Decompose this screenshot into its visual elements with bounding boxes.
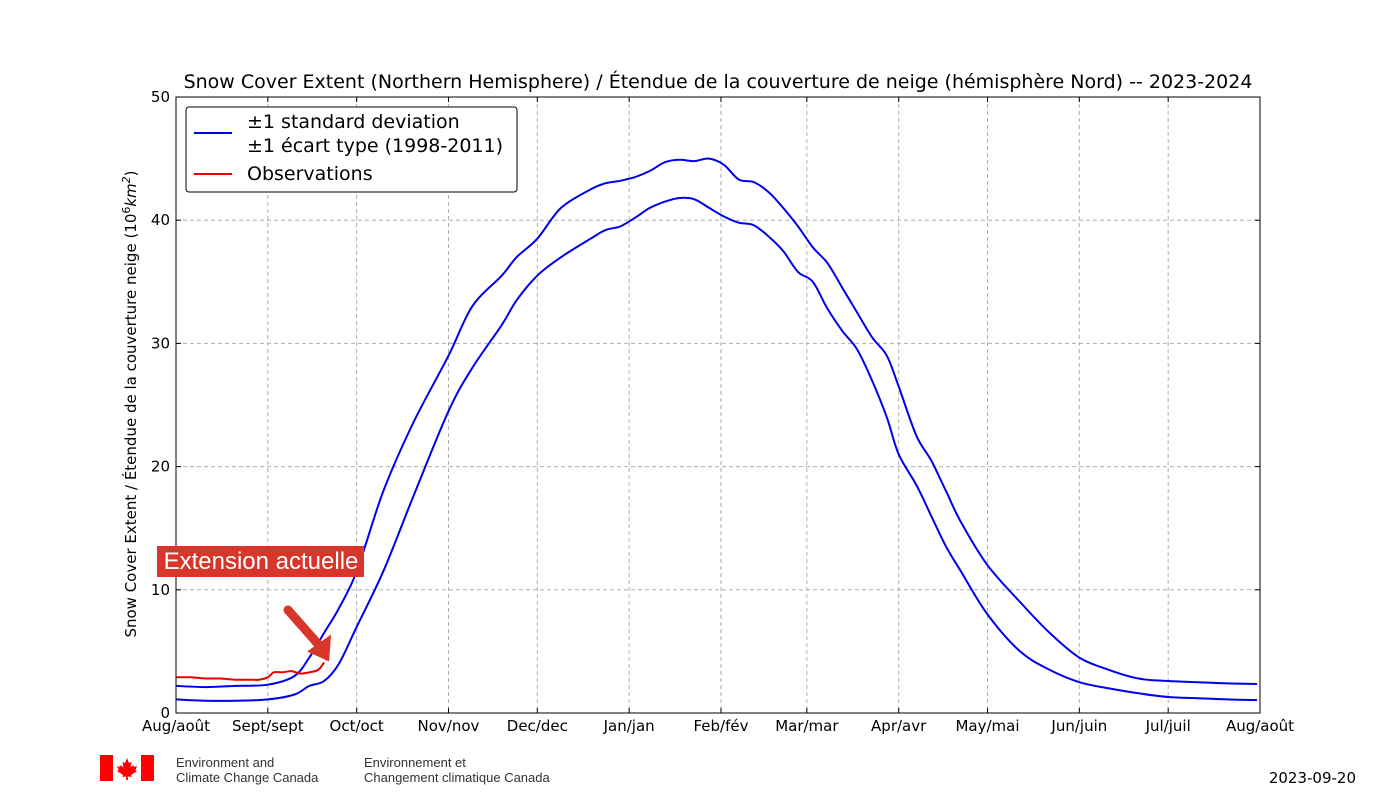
x-tick-label: Jan/jan (603, 717, 655, 735)
annotation-arrow-shaft (283, 605, 326, 652)
department-name-french: Environnement et Changement climatique C… (364, 755, 604, 785)
snow-cover-chart: Snow Cover Extent (Northern Hemisphere) … (120, 70, 1295, 735)
dept-fr-line1: Environnement et (364, 755, 466, 770)
x-tick-label: Apr/avr (871, 717, 927, 735)
x-tick-label: Dec/dec (507, 717, 568, 735)
x-tick-label: May/mai (955, 717, 1019, 735)
canada-flag-icon (100, 755, 154, 781)
dept-en-line2: Climate Change Canada (176, 770, 319, 785)
x-tick-label: Jun/juin (1050, 717, 1107, 735)
legend-obs-label: Observations (247, 163, 373, 185)
series-upper-std-line (175, 157, 1258, 689)
y-tick-label: 50 (151, 88, 170, 106)
annotation-arrow-head (307, 634, 332, 662)
legend-box (185, 106, 518, 193)
date-stamp: 2023-09-20 (1268, 769, 1356, 787)
x-tick-label: Aug/août (1226, 717, 1294, 735)
legend-std-label-line2: ±1 écart type (1998-2011) (247, 135, 503, 157)
grid-lines (176, 97, 1260, 713)
annotation-label: Extension actuelle (164, 548, 359, 575)
annotation-label-box (157, 546, 364, 577)
dept-en-line1: Environment and (176, 755, 275, 770)
y-tick-label: 20 (151, 458, 170, 476)
footer-logo: Environment and Climate Change Canada En… (100, 755, 600, 789)
x-tick-label: Aug/août (142, 717, 210, 735)
chart-title: Snow Cover Extent (Northern Hemisphere) … (184, 70, 1253, 93)
series-lower-std-line (175, 196, 1258, 702)
current-extent-annotation: Extension actuelle (157, 546, 364, 662)
dept-fr-line2: Changement climatique Canada (364, 770, 550, 785)
x-tick-label: Mar/mar (775, 717, 839, 735)
x-tick-label: Feb/fév (693, 717, 748, 735)
series-layer (175, 157, 1258, 702)
axis-ticks: 0 10 20 30 40 50 Aug/août Sept/sept Oct/oct Nov/n… (142, 88, 1294, 735)
legend-std-label-line1: ±1 standard deviation (247, 111, 460, 133)
y-tick-label: 40 (151, 211, 170, 229)
y-tick-label: 10 (151, 581, 170, 599)
y-tick-label: 0 (160, 704, 170, 722)
legend: ±1 standard deviation±1 écart type (1998… (185, 106, 518, 193)
department-name-english: Environment and Climate Change Canada (176, 755, 356, 785)
y-axis-label: Snow Cover Extent / Étendue de la couver… (120, 170, 141, 637)
x-tick-label: Nov/nov (418, 717, 480, 735)
plot-frame (175, 96, 1261, 714)
x-tick-label: Oct/oct (330, 717, 384, 735)
x-tick-label: Sept/sept (232, 717, 304, 735)
y-tick-label: 30 (151, 334, 170, 352)
series-observations-line (175, 661, 325, 681)
x-tick-label: Jul/juil (1145, 717, 1191, 735)
